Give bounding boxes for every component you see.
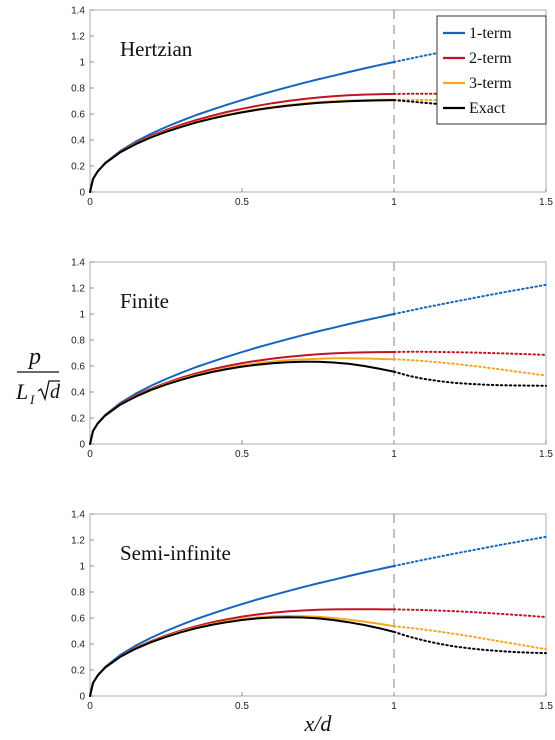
panel-semi-infinite: 0 0.2 0.4 0.6 0.8 1 1.2 1.4 0 0.5 1 1.5 Semi-infinit… xyxy=(71,510,553,713)
y-tick-label: 1 xyxy=(79,562,85,573)
legend-entries: 1-term 2-term 3-term Exact xyxy=(443,25,512,117)
y-axis-label: p L I d xyxy=(15,344,61,407)
series-dotted-2-term xyxy=(393,608,547,619)
y-tick-label: 0.4 xyxy=(71,640,85,651)
series-line-3-term xyxy=(89,98,395,193)
y-axis-label-denominator-L: L xyxy=(15,379,28,404)
y-tick-label: 0.6 xyxy=(71,110,85,121)
legend: 1-term 2-term 3-term Exact xyxy=(436,15,547,125)
legend-label-exact: Exact xyxy=(469,100,506,117)
axes-frame xyxy=(89,261,547,445)
series-dotted-1-term xyxy=(393,535,547,567)
panel-label: Semi-infinite xyxy=(120,541,231,565)
series-dotted-3-term xyxy=(393,358,547,377)
y-tick-label: 1 xyxy=(79,310,85,321)
y-tick-label: 0 xyxy=(79,440,85,451)
y-tick-label: 1.2 xyxy=(71,536,85,547)
x-tick-label: 0.5 xyxy=(235,449,249,460)
x-tick-label: 1 xyxy=(391,449,397,460)
y-tick-label: 0.8 xyxy=(71,84,85,95)
panel-label: Finite xyxy=(120,289,169,313)
square-root-sign xyxy=(37,380,60,402)
y-tick-label: 1.2 xyxy=(71,284,85,295)
y-tick-label: 1.4 xyxy=(71,6,85,17)
y-tick-label: 0.2 xyxy=(71,666,85,677)
series-line-3-term xyxy=(89,615,395,697)
series-line-exact xyxy=(89,616,395,697)
series-dotted-3-term xyxy=(393,625,547,651)
panel-finite: 0 0.2 0.4 0.6 0.8 1 1.2 1.4 0 0.5 1 1.5 Finite xyxy=(71,258,553,461)
x-tick-label: 0 xyxy=(87,197,93,208)
series-dotted-exact xyxy=(393,370,547,387)
series-line-exact xyxy=(89,99,395,193)
x-tick-label: 0 xyxy=(87,449,93,460)
legend-label-1-term: 1-term xyxy=(469,25,512,42)
series-line-exact xyxy=(89,360,395,445)
series-dotted-1-term xyxy=(393,283,547,315)
panel-label: Hertzian xyxy=(120,37,193,61)
x-tick-label: 0 xyxy=(87,701,93,712)
y-axis-label-numerator: p xyxy=(27,344,41,370)
series-line-1-term xyxy=(89,565,395,697)
y-tick-label: 0.6 xyxy=(71,614,85,625)
y-tick-label: 1.2 xyxy=(71,32,85,43)
x-tick-label: 1.5 xyxy=(539,449,553,460)
series-dotted-exact xyxy=(393,630,547,655)
y-tick-label: 0.2 xyxy=(71,162,85,173)
y-tick-label: 1.4 xyxy=(71,510,85,521)
y-tick-label: 1.4 xyxy=(71,258,85,269)
y-tick-label: 0.6 xyxy=(71,362,85,373)
legend-label-2-term: 2-term xyxy=(469,50,512,67)
y-tick-label: 0 xyxy=(79,188,85,199)
y-tick-label: 0.8 xyxy=(71,336,85,347)
series-line-3-term xyxy=(89,357,395,445)
y-tick-label: 0 xyxy=(79,692,85,703)
x-tick-label: 1 xyxy=(391,701,397,712)
legend-label-3-term: 3-term xyxy=(469,75,512,92)
series-line-1-term xyxy=(89,61,395,193)
y-tick-label: 1 xyxy=(79,58,85,69)
x-tick-label: 0.5 xyxy=(235,701,249,712)
x-axis-label: x/d xyxy=(304,711,333,736)
y-tick-label: 0.2 xyxy=(71,414,85,425)
y-axis-label-denominator-root: d xyxy=(50,381,61,403)
x-tick-label: 1 xyxy=(391,197,397,208)
series-dotted-2-term xyxy=(393,350,547,356)
series-line-1-term xyxy=(89,313,395,445)
y-tick-label: 0.4 xyxy=(71,388,85,399)
y-axis-label-denominator-subscript: I xyxy=(29,392,35,407)
x-tick-label: 1.5 xyxy=(539,197,553,208)
y-tick-label: 0.8 xyxy=(71,588,85,599)
x-tick-label: 0.5 xyxy=(235,197,249,208)
x-tick-label: 1.5 xyxy=(539,701,553,712)
axes-frame xyxy=(89,513,547,697)
y-tick-label: 0.4 xyxy=(71,136,85,147)
